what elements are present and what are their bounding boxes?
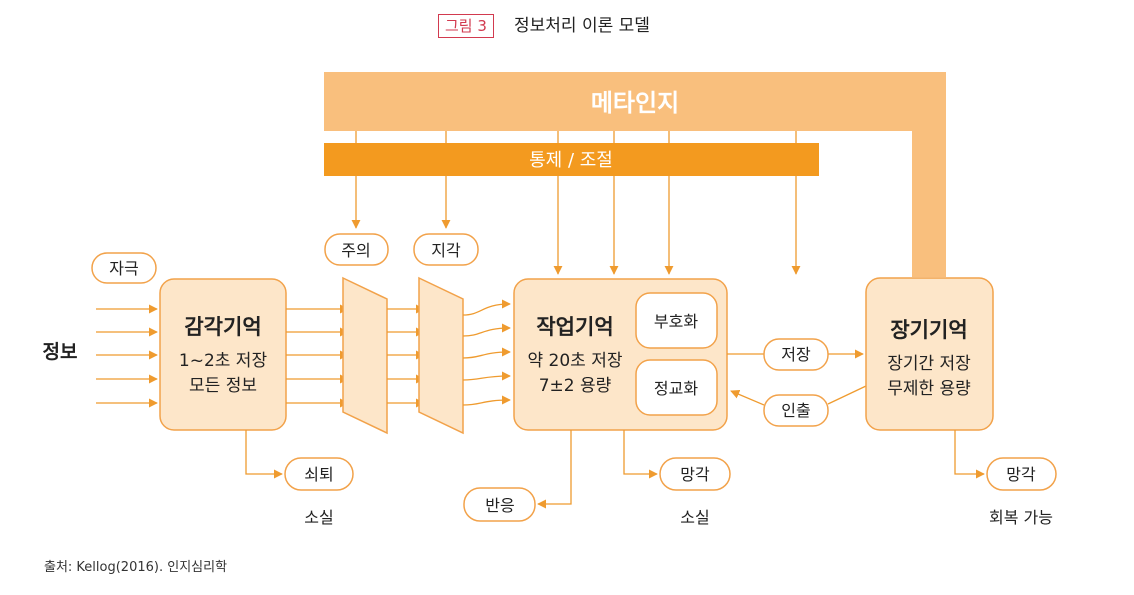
meta-connectors [355,131,797,143]
forgetting-working-arrow [623,430,658,479]
stimulus-pill [91,252,157,284]
decay-label: 쇠퇴 [304,465,333,484]
information-label: 정보 [43,341,78,363]
store-label: 저장 [781,345,811,364]
working-memory-line2: 7±2 용량 [539,376,612,396]
response-label: 반응 [485,496,514,515]
working-memory-title: 작업기억 [536,315,613,339]
decay-arrow [245,430,283,479]
response-pill [463,487,536,522]
encoding-box [635,292,718,349]
sensory-out-arrows [286,304,349,408]
long-term-memory-box [865,277,994,431]
attention-label: 주의 [341,241,370,260]
store-pill [763,338,829,371]
figure-title: 정보처리 이론 모델 [514,16,650,36]
sensory-memory-title: 감각기억 [184,315,261,339]
control-arrows [351,176,801,275]
stimulus-label: 자극 [109,259,138,278]
elaboration-box [635,359,718,416]
metacognition-label: 메타인지 [591,89,679,117]
attention-pill [324,233,389,266]
perception-out-arrows [462,299,511,406]
retrieve-pill [763,394,829,427]
perception-filter [418,276,464,435]
loss-working-label: 소실 [680,508,709,527]
retrieve-arrow [730,390,765,406]
forgetting-long-pill [986,457,1057,491]
filter-link-arrows [387,304,425,408]
elaboration-label: 정교화 [654,379,698,398]
forgetting-long-arrow [954,430,985,479]
sensory-memory-line1: 1~2초 저장 [179,351,268,371]
forgetting-working-label: 망각 [680,465,710,484]
metacognition-band [324,72,946,277]
control-bar [324,143,819,176]
forgetting-working-pill [659,457,731,491]
forgetting-long-label: 망각 [1006,465,1036,484]
working-memory-line1: 약 20초 저장 [528,351,623,371]
attention-filter [342,276,388,435]
loss-sensory-label: 소실 [304,508,333,527]
long-term-memory-title: 장기기억 [890,318,967,342]
recoverable-label: 회복 가능 [989,508,1053,527]
retrieve-label: 인출 [781,401,810,420]
source-note: 출처: Kellog(2016). 인지심리학 [44,560,228,575]
retrieve-line-right [827,385,867,405]
response-arrow [537,430,572,509]
perception-label: 지각 [431,241,461,260]
long-term-memory-line1: 장기간 저장 [887,354,971,374]
control-label: 통제 / 조절 [529,150,613,171]
encoding-label: 부호화 [654,312,698,331]
decay-pill [284,457,354,491]
long-term-memory-line2: 무제한 용량 [887,379,971,399]
figure-label: 그림 3 [438,14,494,38]
perception-pill [413,233,479,266]
input-arrows [96,304,158,408]
sensory-memory-line2: 모든 정보 [189,376,257,396]
